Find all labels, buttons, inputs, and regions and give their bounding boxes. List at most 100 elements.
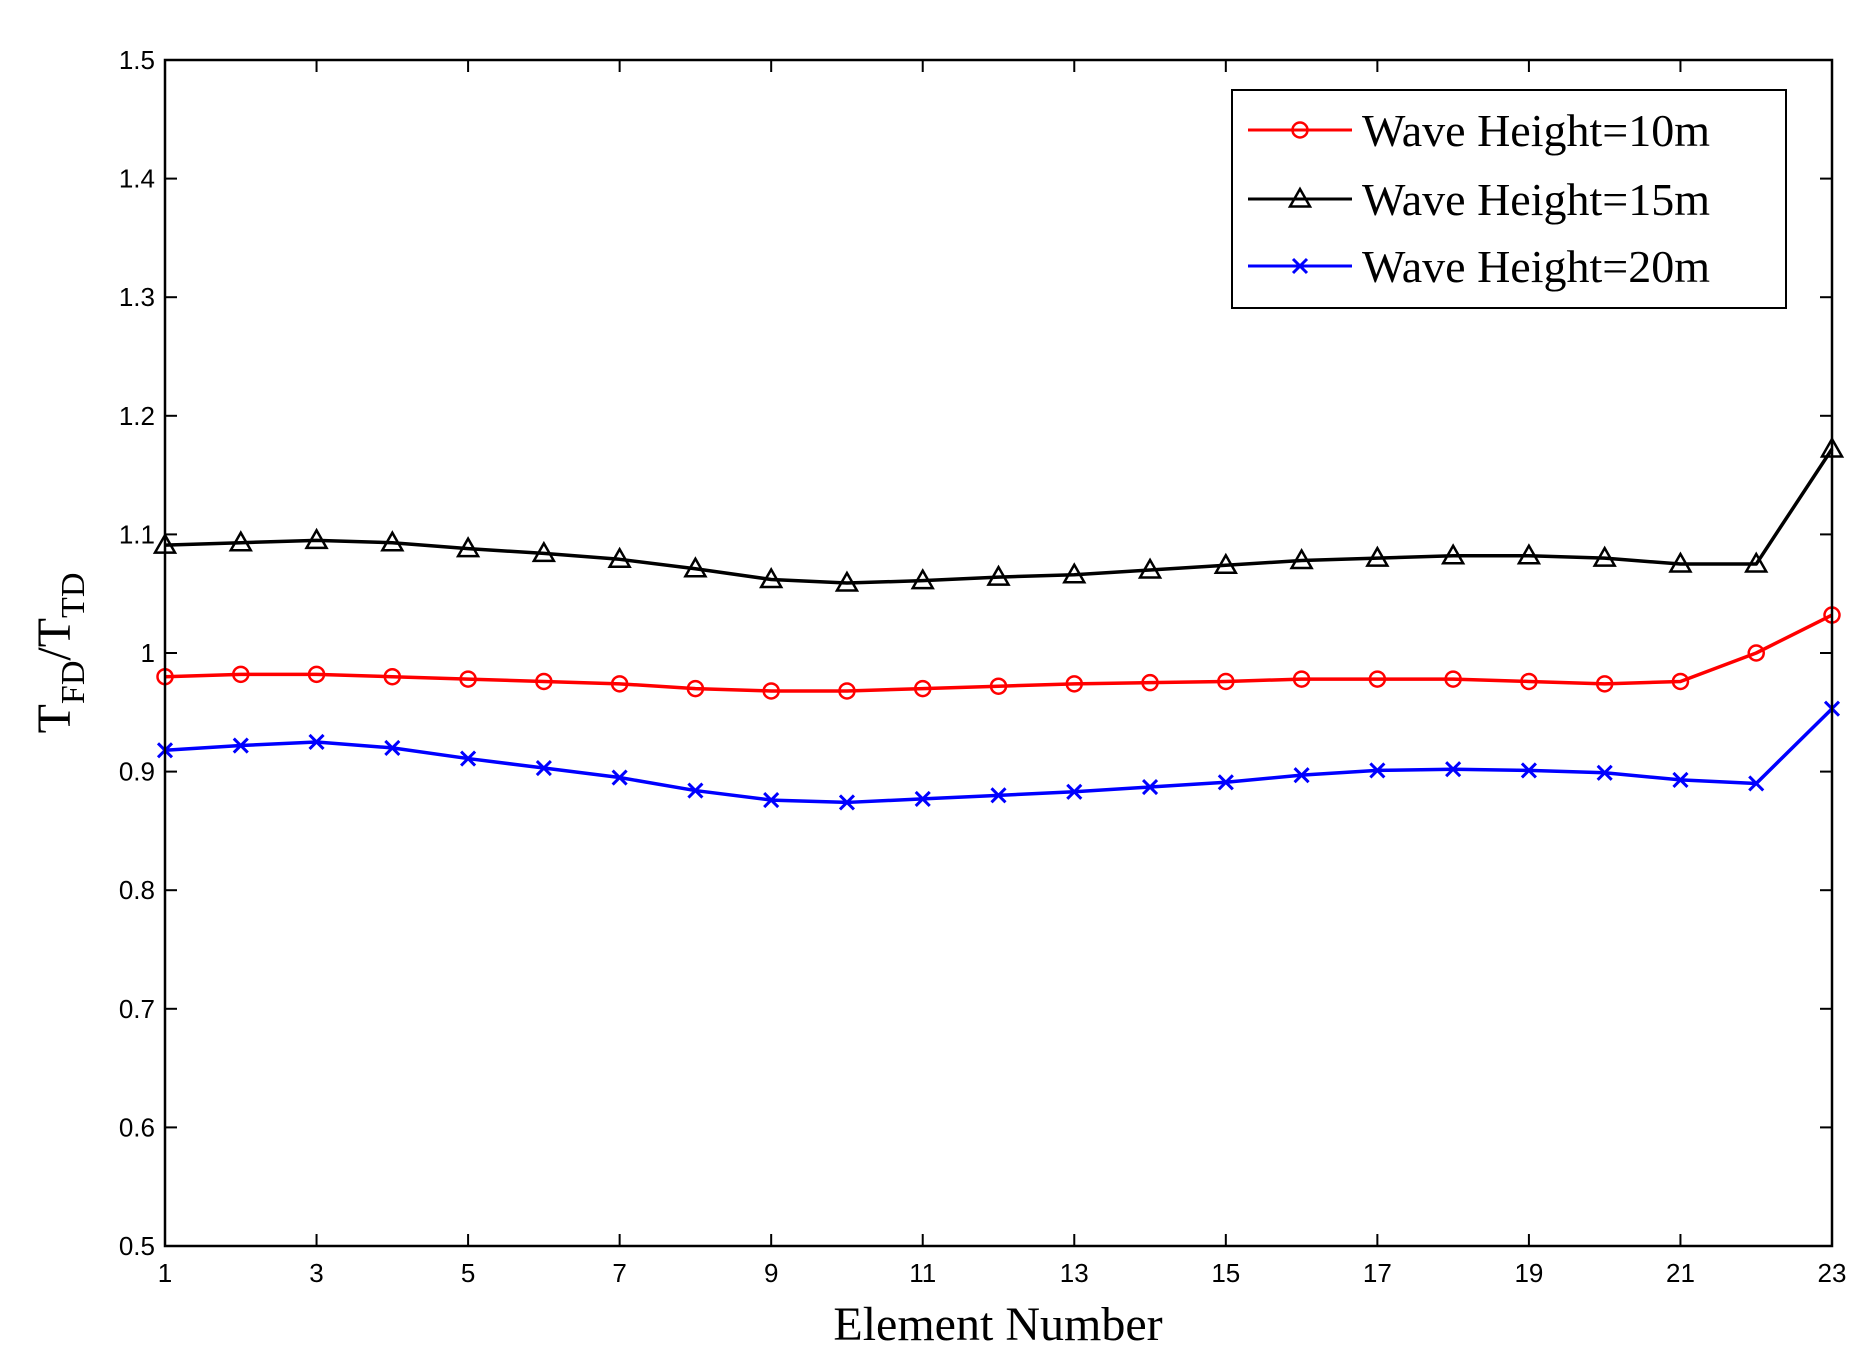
x-tick-label-7: 15 — [1211, 1258, 1240, 1288]
series-0-point-3 — [383, 667, 402, 686]
legend-label-20m: Wave Height=20m — [1362, 241, 1710, 292]
y-tick-label-2: 0.7 — [119, 994, 155, 1024]
series-0-point-4 — [459, 670, 477, 688]
legend-marker-20m — [1291, 257, 1309, 275]
series-2-point-13 — [1141, 778, 1159, 796]
y-axis-title-sep: /T — [28, 618, 81, 661]
series-2-point-2 — [308, 733, 325, 751]
legend-entry-10m: Wave Height=10m — [1248, 105, 1710, 156]
series-2 — [156, 700, 1841, 811]
series-0-point-9 — [838, 682, 856, 700]
series-1-point-1 — [228, 530, 253, 552]
series-0-point-13 — [1141, 673, 1159, 692]
series-0-point-19 — [1595, 675, 1614, 693]
series-0-point-10 — [913, 679, 932, 698]
y-tick-label-6: 1.1 — [119, 519, 155, 549]
series-0-point-12 — [1065, 675, 1084, 693]
series-2-point-10 — [914, 790, 931, 807]
series-1-point-14 — [1213, 552, 1238, 574]
axis-ticks: 0.50.60.70.80.911.11.21.31.41.51 3 5 7 9 11 13… — [119, 45, 1847, 1288]
y-axis-title-sub2: TD — [55, 573, 92, 618]
series-1-point-21 — [1744, 551, 1769, 573]
series-2-point-15 — [1293, 767, 1310, 784]
x-tick-label-10: 21 — [1666, 1258, 1695, 1288]
series-2-point-19 — [1596, 764, 1613, 781]
series-0-point-21 — [1747, 644, 1765, 662]
legend-label-10m: Wave Height=10m — [1362, 105, 1710, 156]
series-2-point-3 — [384, 739, 401, 756]
legend-entry-15m: Wave Height=15m — [1248, 174, 1710, 225]
series-1-point-5 — [531, 540, 557, 563]
series-0-point-18 — [1520, 672, 1538, 691]
x-tick-label-8: 17 — [1363, 1258, 1392, 1288]
series-1-point-15 — [1289, 547, 1314, 570]
series-1-point-6 — [607, 546, 632, 569]
x-tick-label-0: 1 — [158, 1258, 172, 1288]
series-0-point-2 — [307, 665, 326, 684]
series-1-point-9 — [834, 570, 860, 592]
series-1-point-2 — [304, 527, 329, 550]
x-axis-title: Element Number — [833, 1298, 1162, 1351]
series-0-point-15 — [1292, 670, 1311, 688]
series-1-point-17 — [1440, 543, 1466, 565]
series-2-point-11 — [990, 787, 1007, 804]
legend: Wave Height=10m Wave Height=15m Wave Hei… — [1231, 89, 1787, 309]
series-1-point-20 — [1668, 551, 1693, 573]
x-tick-label-3: 7 — [612, 1258, 626, 1288]
series-1-point-16 — [1365, 545, 1390, 567]
y-axis-title: TFD/TTD — [28, 573, 92, 734]
series-line-1 — [164, 448, 1834, 585]
y-tick-label-1: 0.6 — [119, 1112, 155, 1142]
series-0-point-1 — [232, 665, 250, 684]
x-tick-label-9: 19 — [1514, 1258, 1543, 1288]
data-series — [152, 436, 1845, 811]
legend-marker-shape-2 — [1291, 257, 1309, 275]
y-tick-label-8: 1.3 — [119, 282, 155, 312]
series-0-point-5 — [535, 672, 553, 691]
series-2-point-20 — [1672, 771, 1689, 788]
series-1-point-4 — [455, 536, 481, 558]
series-1-point-8 — [759, 566, 784, 589]
legend-label-15m: Wave Height=15m — [1362, 174, 1710, 225]
plot-frame — [163, 58, 1834, 1248]
series-2-point-7 — [687, 782, 704, 799]
legend-marker-shape-0 — [1291, 121, 1309, 139]
series-2-point-8 — [763, 792, 780, 809]
series-1 — [152, 436, 1845, 592]
legend-marker-15m — [1287, 186, 1313, 208]
series-1-point-18 — [1516, 543, 1542, 565]
series-2-point-16 — [1369, 762, 1386, 779]
y-tick-label-10: 1.5 — [119, 45, 155, 75]
series-2-point-12 — [1066, 783, 1083, 800]
series-1-point-12 — [1062, 562, 1087, 584]
series-0-point-8 — [762, 682, 780, 700]
series-0-point-6 — [610, 675, 629, 693]
series-1-point-10 — [910, 568, 935, 590]
series-0-point-16 — [1368, 670, 1387, 688]
series-2-point-5 — [535, 759, 552, 777]
series-1-point-13 — [1137, 557, 1163, 579]
y-tick-label-3: 0.8 — [119, 875, 155, 905]
svg-text:TFD/TTD: TFD/TTD — [28, 573, 92, 734]
x-tick-label-1: 3 — [309, 1258, 323, 1288]
y-tick-label-7: 1.2 — [119, 401, 155, 431]
y-tick-label-4: 0.9 — [119, 757, 155, 787]
x-tick-label-5: 11 — [909, 1258, 936, 1288]
series-2-point-4 — [460, 750, 477, 767]
series-0-point-20 — [1671, 672, 1690, 691]
series-1-point-3 — [380, 530, 405, 552]
legend-marker-10m — [1291, 121, 1309, 139]
series-2-point-1 — [232, 737, 249, 754]
series-1-point-11 — [986, 564, 1011, 586]
series-0-point-17 — [1444, 670, 1462, 688]
series-2-point-21 — [1748, 775, 1765, 792]
legend-entry-20m: Wave Height=20m — [1248, 241, 1710, 292]
series-2-point-17 — [1445, 761, 1462, 778]
y-axis-title-main: T — [28, 704, 81, 733]
x-tick-label-6: 13 — [1060, 1258, 1089, 1288]
y-axis-title-sub1: FD — [55, 661, 92, 704]
series-2-point-18 — [1520, 762, 1537, 779]
series-0-point-11 — [989, 677, 1008, 695]
x-tick-label-11: 23 — [1818, 1258, 1847, 1288]
